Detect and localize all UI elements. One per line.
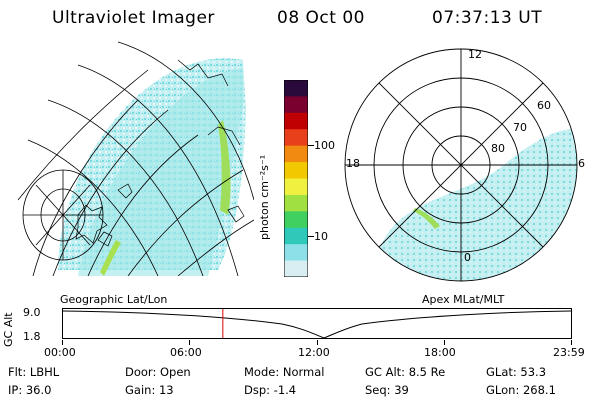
instrument-title: Ultraviolet Imager	[52, 8, 215, 28]
timeline-axis-label: GC Alt	[2, 312, 15, 347]
timeline-ytick-1-8: 1.8	[23, 330, 41, 343]
colorbar-tick-10	[308, 236, 314, 237]
mlat-label-70: 70	[513, 121, 527, 134]
colorbar-band	[284, 80, 308, 97]
colorbar-band	[284, 145, 308, 163]
colorbar-band	[284, 227, 308, 245]
colorbar	[284, 80, 308, 277]
mlt-label-6: 6	[578, 157, 585, 170]
mode-info: Mode: Normal	[244, 365, 325, 379]
colorbar-band	[284, 244, 308, 262]
dsp-info: Dsp: -1.4	[244, 383, 297, 397]
polar-plot	[344, 48, 578, 282]
colorbar-band	[284, 260, 308, 277]
time-label: 07:37:13 UT	[432, 8, 543, 28]
gc-alt-info: GC Alt: 8.5 Re	[365, 365, 446, 379]
timeline-ytick-9: 9.0	[23, 306, 41, 319]
door-info: Door: Open	[125, 365, 191, 379]
timeline-xtick-2359: 23:59	[553, 346, 585, 359]
glat-info: GLat: 53.3	[486, 365, 547, 379]
colorbar-band	[284, 129, 308, 147]
ip-info: IP: 36.0	[8, 383, 52, 397]
timeline-ticks	[62, 340, 572, 346]
altitude-timeline	[62, 308, 572, 339]
glon-info: GLon: 268.1	[486, 383, 556, 397]
colorbar-tick-100	[308, 145, 314, 146]
gain-info: Gain: 13	[125, 383, 174, 397]
mlat-label-80: 80	[491, 142, 505, 155]
left-panel-caption: Geographic Lat/Lon	[60, 293, 168, 306]
timeline-xtick-12: 12:00	[298, 346, 330, 359]
date-label: 08 Oct 00	[277, 8, 365, 28]
colorbar-tick-label-100: 100	[314, 139, 335, 152]
timeline-xtick-18: 18:00	[424, 346, 456, 359]
timeline-xtick-00: 00:00	[44, 346, 76, 359]
colorbar-band	[284, 194, 308, 212]
colorbar-band	[284, 162, 308, 179]
geographic-map	[18, 41, 254, 276]
colorbar-band	[284, 178, 308, 196]
mlt-label-12: 12	[468, 48, 482, 61]
colorbar-unit-label: photon cm⁻²s⁻¹	[258, 154, 271, 240]
filter-info: Flt: LBHL	[8, 365, 60, 379]
mlat-label-60: 60	[537, 99, 551, 112]
seq-info: Seq: 39	[365, 383, 409, 397]
mlt-label-18: 18	[346, 157, 360, 170]
colorbar-band	[284, 211, 308, 229]
timeline-xtick-06: 06:00	[170, 346, 202, 359]
right-panel-caption: Apex MLat/MLT	[422, 293, 505, 306]
colorbar-band	[284, 96, 308, 114]
colorbar-band	[284, 112, 308, 130]
colorbar-tick-label-10: 10	[314, 230, 328, 243]
mlt-label-0: 0	[464, 251, 471, 264]
